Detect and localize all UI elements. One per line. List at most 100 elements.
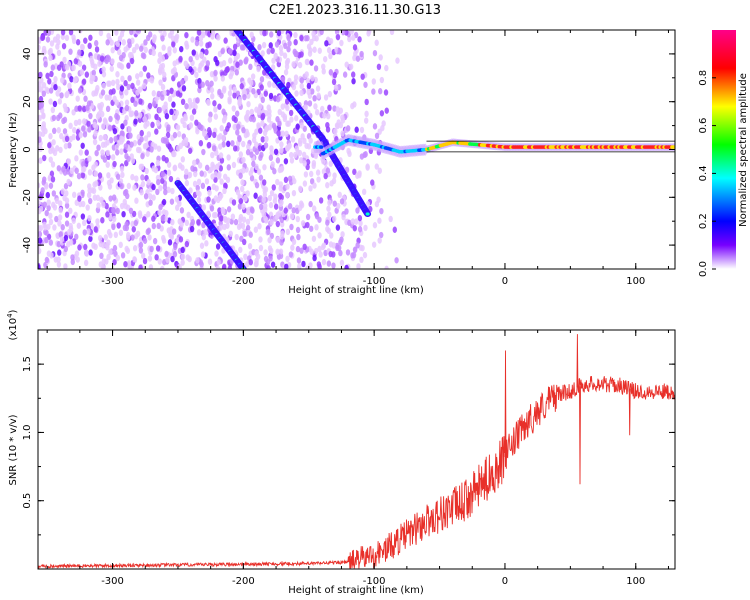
noise-speck <box>130 173 135 181</box>
noise-speck <box>74 105 79 112</box>
noise-speck <box>87 215 92 222</box>
noise-speck <box>322 55 328 63</box>
noise-speck <box>96 144 101 151</box>
noise-speck <box>210 151 215 159</box>
noise-speck <box>356 263 361 269</box>
noise-speck <box>275 96 281 103</box>
noise-speck <box>298 185 303 193</box>
noise-speck <box>254 148 260 156</box>
noise-speck <box>119 85 125 92</box>
noise-speck <box>48 147 53 155</box>
noise-speck <box>41 82 47 89</box>
noise-speck <box>101 201 106 208</box>
noise-speck <box>238 151 244 158</box>
noise-speck <box>57 214 63 221</box>
noise-speck <box>200 182 206 190</box>
noise-speck <box>126 260 132 267</box>
noise-speck <box>195 97 200 104</box>
noise-speck <box>194 119 199 126</box>
snr-y-multiplier: (x104) <box>6 309 19 340</box>
noise-speck <box>38 264 41 269</box>
noise-speck <box>92 194 98 201</box>
noise-speck <box>258 127 263 134</box>
noise-speck <box>101 258 107 265</box>
noise-speck <box>115 78 120 86</box>
noise-speck <box>84 149 89 156</box>
noise-speck <box>109 65 114 72</box>
noise-speck <box>220 47 225 55</box>
noise-speck <box>114 143 120 151</box>
noise-speck <box>241 167 246 174</box>
noise-speck <box>44 229 49 236</box>
noise-speck <box>327 104 332 112</box>
noise-speck <box>120 130 125 137</box>
noise-speck <box>357 170 362 177</box>
noise-speck <box>363 117 369 124</box>
noise-speck <box>365 164 370 171</box>
noise-speck <box>196 229 202 236</box>
noise-speck <box>295 215 300 223</box>
noise-speck <box>123 119 128 126</box>
noise-speck <box>107 124 113 131</box>
noise-speck <box>190 36 195 43</box>
spectrogram-ytick-label: 20 <box>22 95 33 108</box>
noise-speck <box>64 34 70 42</box>
snr-x-ticks: -300 -200 -100 0 100 <box>46 330 669 587</box>
noise-speck <box>161 44 166 51</box>
noise-speck <box>358 220 363 227</box>
noise-speck <box>121 39 126 46</box>
noise-speck <box>138 98 143 105</box>
noise-speck <box>165 256 170 264</box>
noise-speck <box>75 95 80 102</box>
noise-speck <box>321 63 326 70</box>
noise-speck <box>379 231 384 239</box>
noise-speck <box>56 38 61 46</box>
noise-speck <box>265 259 271 266</box>
noise-speck <box>86 228 91 235</box>
noise-speck <box>69 76 74 83</box>
noise-speck <box>170 187 175 195</box>
noise-speck <box>299 34 304 42</box>
noise-speck <box>48 218 54 226</box>
colorbar-tick-label: 0.6 <box>698 118 709 134</box>
noise-speck <box>213 211 218 219</box>
noise-speck <box>145 150 150 157</box>
noise-speck <box>234 233 239 241</box>
noise-speck <box>186 211 191 219</box>
noise-speck <box>271 122 277 130</box>
noise-speck <box>377 217 382 224</box>
noise-speck <box>38 95 44 103</box>
noise-speck <box>230 213 236 220</box>
colorbar-tick-label: 0.8 <box>698 70 709 86</box>
noise-speck <box>139 188 144 196</box>
noise-speck <box>317 263 322 269</box>
noise-speck <box>192 180 198 188</box>
noise-speck <box>258 154 263 161</box>
noise-speck <box>243 58 249 65</box>
noise-speck <box>111 223 116 231</box>
noise-speck <box>156 178 161 186</box>
noise-speck <box>88 112 93 120</box>
noise-speck <box>340 231 345 238</box>
noise-speck <box>172 60 177 67</box>
noise-speck <box>147 234 152 241</box>
noise-speck <box>313 103 318 110</box>
noise-speck <box>162 30 167 37</box>
noise-speck <box>131 226 136 233</box>
noise-speck <box>202 56 207 63</box>
noise-speck <box>206 141 212 149</box>
noise-speck <box>145 228 150 236</box>
noise-speck <box>355 242 360 249</box>
noise-speck <box>143 39 148 46</box>
colorbar-ticks: 0.0 0.2 0.4 0.6 0.8 <box>698 70 716 277</box>
noise-speck <box>114 30 119 36</box>
noise-speck <box>83 95 88 102</box>
noise-speck <box>141 82 147 90</box>
noise-speck <box>104 202 109 210</box>
noise-speck <box>178 236 184 243</box>
noise-speck <box>262 129 268 137</box>
noise-speck <box>335 202 341 210</box>
noise-speck <box>180 259 185 266</box>
noise-speck <box>137 210 143 217</box>
